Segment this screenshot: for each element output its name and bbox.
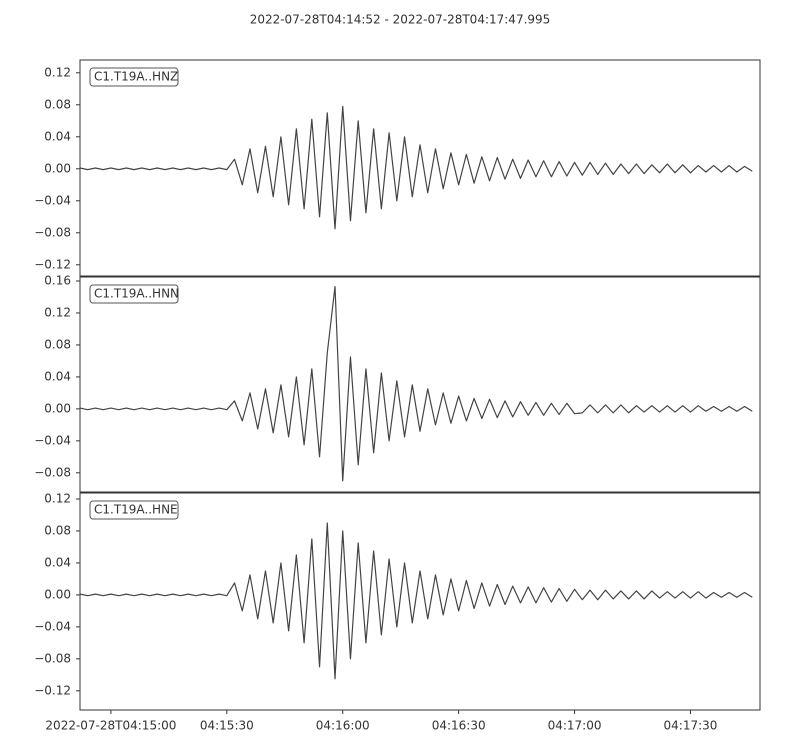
y-tick-label: 0.00 (44, 161, 71, 175)
y-tick-label: 0.12 (44, 65, 71, 79)
x-tick-label: 04:17:30 (664, 719, 718, 733)
plot-frame (79, 276, 761, 493)
y-tick-label: 0.04 (44, 129, 71, 143)
x-tick-label: 04:16:30 (432, 719, 486, 733)
chart-title: 2022-07-28T04:14:52 - 2022-07-28T04:17:4… (250, 13, 551, 27)
y-tick-label: 0.08 (44, 523, 71, 537)
legend-label: C1.T19A..HNE (94, 503, 178, 517)
waveform (79, 285, 753, 482)
y-tick-label: −0.08 (34, 465, 71, 479)
y-tick-label: 0.08 (44, 97, 71, 111)
legend-box (89, 500, 179, 520)
y-tick-label: −0.08 (34, 225, 71, 239)
y-tick-label: 0.12 (44, 305, 71, 319)
y-tick-label: 0.16 (44, 273, 71, 287)
legend-label: C1.T19A..HNZ (94, 70, 178, 84)
y-tick-label: 0.04 (44, 555, 71, 569)
plot-frame (79, 59, 761, 277)
y-tick-label: 0.00 (44, 401, 71, 415)
waveform (79, 105, 753, 230)
y-tick-label: −0.08 (34, 651, 71, 665)
y-tick-label: −0.04 (34, 619, 71, 633)
legend-box (89, 284, 179, 304)
x-tick-label: 2022-07-28T04:15:00 (45, 719, 176, 733)
y-tick-label: −0.04 (34, 193, 71, 207)
y-tick-label: 0.00 (44, 587, 71, 601)
y-tick-label: −0.04 (34, 433, 71, 447)
x-tick-label: 04:15:30 (200, 719, 254, 733)
legend-label: C1.T19A..HNN (94, 287, 179, 301)
y-tick-label: −0.12 (34, 683, 71, 697)
legend-box (89, 67, 179, 87)
y-tick-label: 0.08 (44, 337, 71, 351)
x-tick-label: 04:16:00 (316, 719, 370, 733)
x-tick-label: 04:17:00 (548, 719, 602, 733)
y-tick-label: 0.04 (44, 369, 71, 383)
waveform (79, 522, 753, 680)
plot-frame (79, 492, 761, 711)
y-tick-label: −0.12 (34, 257, 71, 271)
y-tick-label: 0.12 (44, 491, 71, 505)
